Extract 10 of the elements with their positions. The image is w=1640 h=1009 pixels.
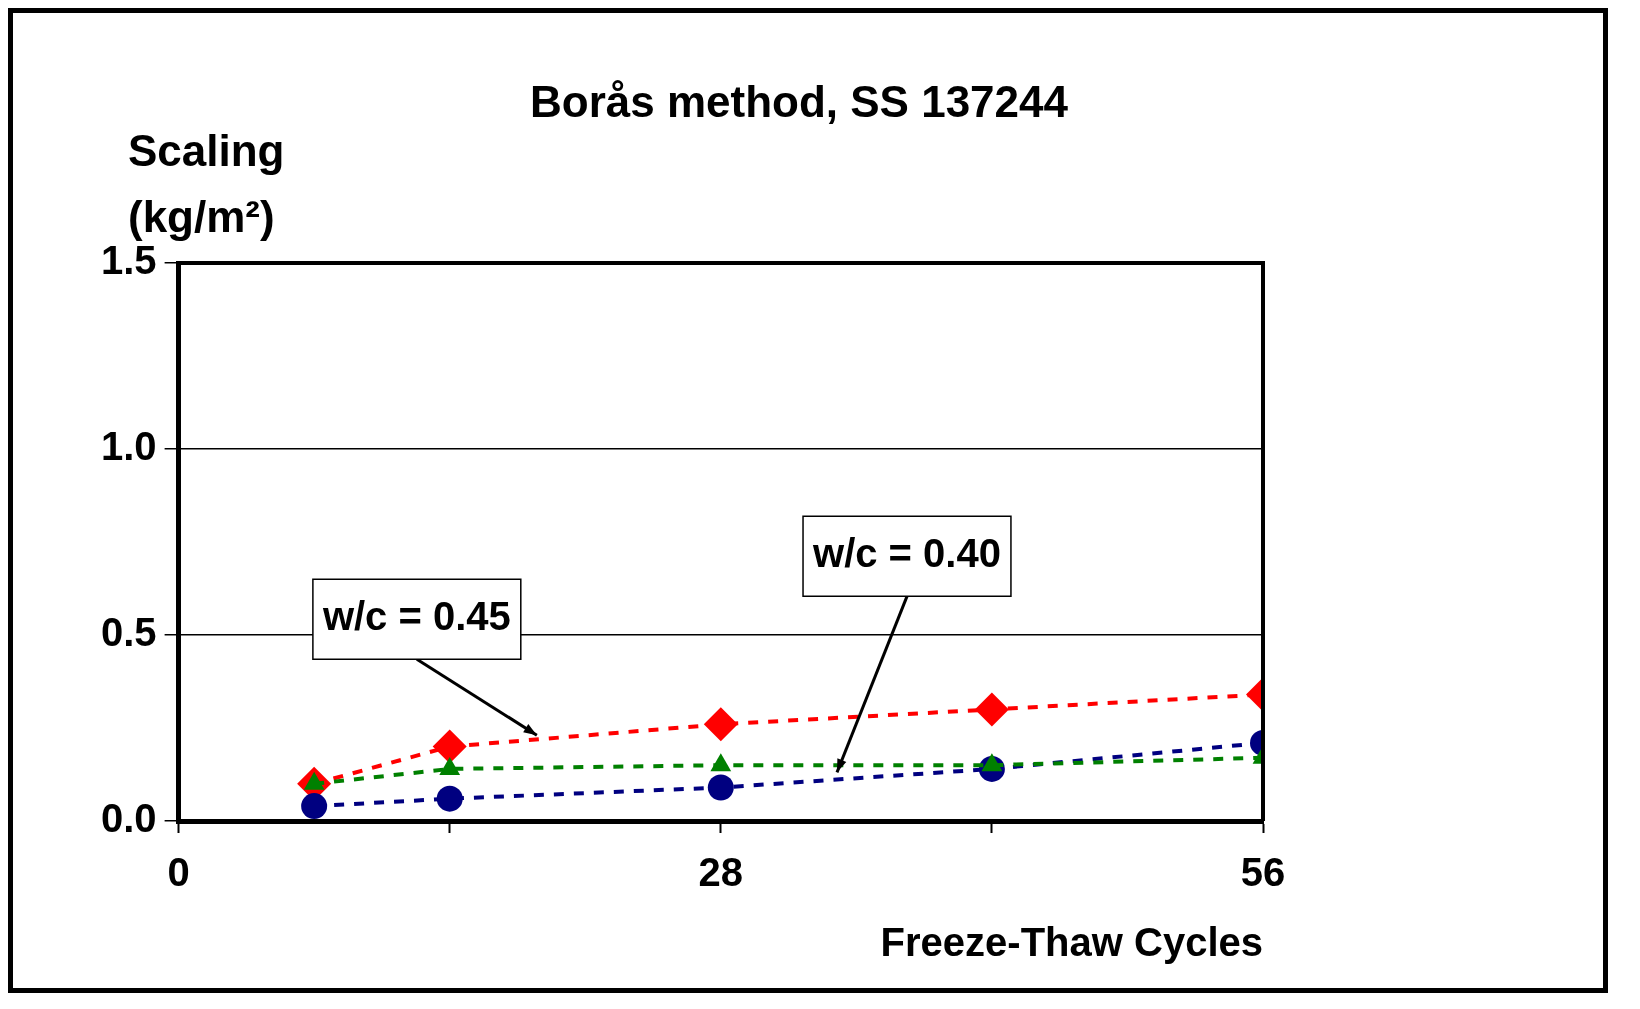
y-tick-label: 1.0 (101, 424, 157, 469)
x-axis-title: Freeze-Thaw Cycles (880, 920, 1263, 965)
annotation: w/c = 0.40 (812, 531, 1001, 576)
annotation: w/c = 0.45 (321, 594, 511, 639)
y-tick-label: 0.5 (101, 610, 157, 655)
x-tick-label: 56 (1240, 850, 1286, 895)
chart-title: Borås method, SS 137244 (529, 77, 1069, 127)
y-tick-label: 0.0 (101, 796, 157, 841)
x-tick-label: 0 (167, 850, 190, 895)
x-tick-label: 28 (698, 850, 744, 895)
